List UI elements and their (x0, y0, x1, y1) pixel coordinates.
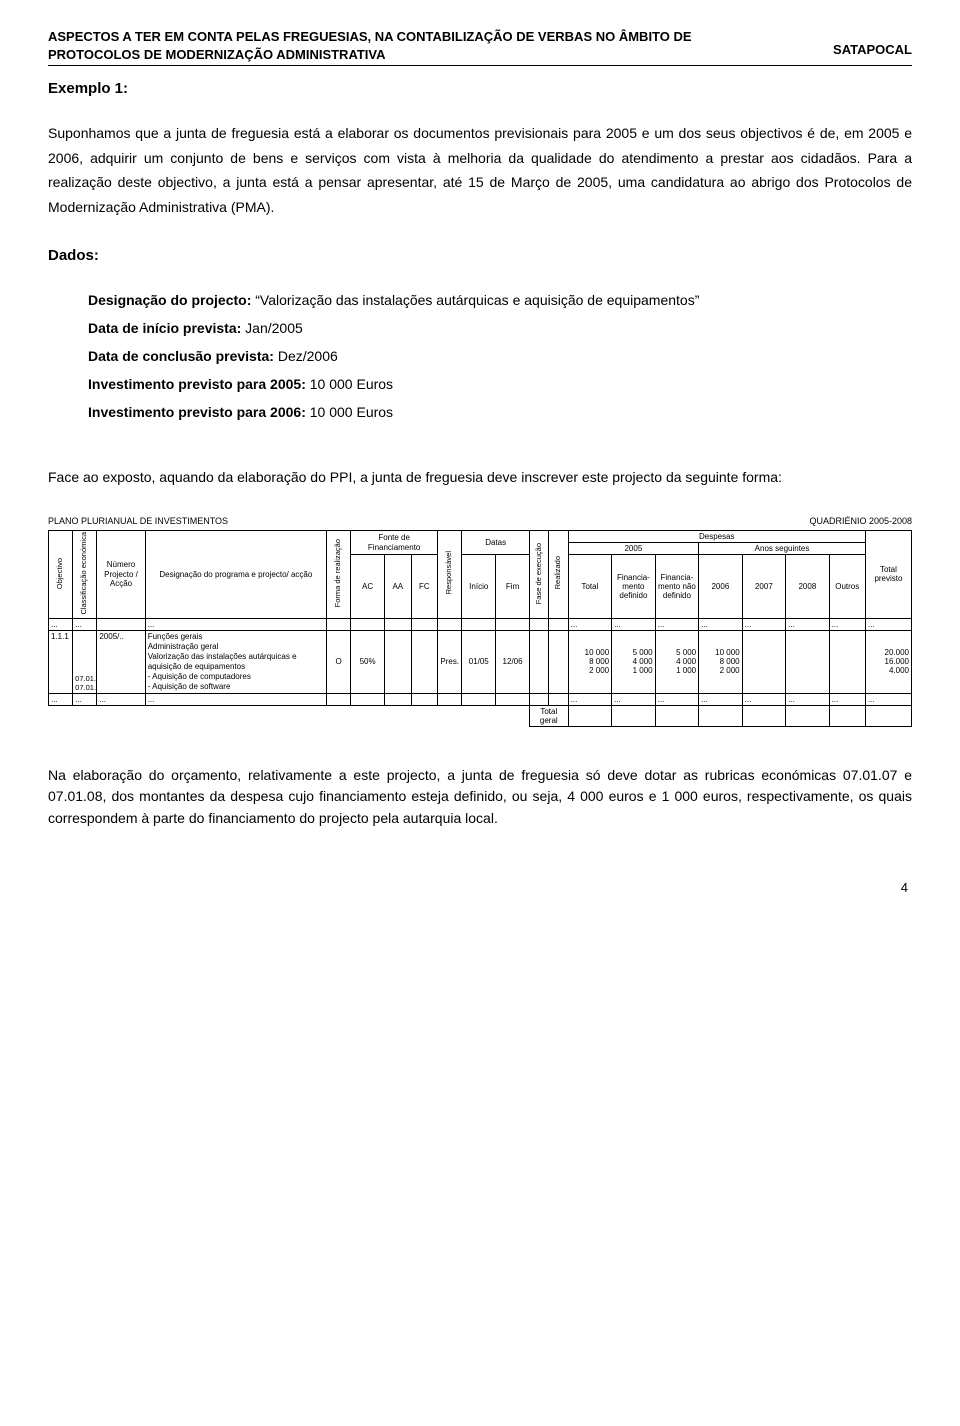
col-fonte-fin: Fonte de Financiamento (351, 530, 438, 554)
col-fim: Fim (496, 555, 530, 618)
col-outros: Outros (829, 555, 865, 618)
cell-fin-ndef: 5 000 4 000 1 000 (655, 630, 699, 693)
col-anos-seg: Anos seguintes (699, 543, 866, 555)
total-geral-label: Total geral (529, 705, 568, 726)
table-row-total-geral: Total geral (49, 705, 912, 726)
dados-line: Data de conclusão prevista: Dez/2006 (88, 342, 912, 370)
cell-resp: Pres. (438, 630, 462, 693)
page-header: ASPECTOS A TER EM CONTA PELAS FREGUESIAS… (48, 28, 912, 66)
plan-title-row: PLANO PLURIANUAL DE INVESTIMENTOS QUADRI… (48, 516, 912, 526)
col-designacao: Designação do programa e projecto/ acção (145, 530, 326, 618)
closing-paragraph: Na elaboração do orçamento, relativament… (48, 765, 912, 830)
dados-heading: Dados: (48, 247, 912, 264)
col-numero: Número Projecto / Acção (97, 530, 145, 618)
dados-line: Investimento previsto para 2005: 10 000 … (88, 370, 912, 398)
ppi-thead: Objectivo Classificação económica Número… (49, 530, 912, 618)
cell-forma: O (326, 630, 350, 693)
page-number: 4 (48, 880, 912, 895)
col-objectivo: Objectivo (49, 530, 73, 618)
col-fase-exec: Fase de execução (529, 530, 548, 618)
col-aa: AA (384, 555, 411, 618)
page: ASPECTOS A TER EM CONTA PELAS FREGUESIAS… (0, 0, 960, 935)
cell-total-prev: 20.000 16.000 4.000 (865, 630, 911, 693)
table-row: 1.1.1 07.01.07 07.01.08 2005/.. Funções … (49, 630, 912, 693)
table-header-row: Objectivo Classificação económica Número… (49, 530, 912, 542)
cell-inicio: 01/05 (462, 630, 496, 693)
table-row-dots: ... ... ... ... ... ... ... ... ... ... … (49, 693, 912, 705)
col-2006: 2006 (699, 555, 743, 618)
col-fin-def: Financia- mento definido (612, 555, 656, 618)
cell-fin-def: 5 000 4 000 1 000 (612, 630, 656, 693)
cell-2007 (742, 630, 786, 693)
col-forma-real: Forma de realização (326, 530, 350, 618)
col-responsavel: Responsável (438, 530, 462, 618)
cell-total: 10 000 8 000 2 000 (568, 630, 612, 693)
cell-objectivo: 1.1.1 (49, 630, 73, 693)
col-despesas: Despesas (568, 530, 865, 542)
dados-block: Designação do projecto: “Valorização das… (48, 286, 912, 426)
cell-numero: 2005/.. (97, 630, 145, 693)
col-2007: 2007 (742, 555, 786, 618)
cell-designacao: Funções gerais Administração geral Valor… (145, 630, 326, 693)
col-2005: 2005 (568, 543, 699, 555)
col-fc: FC (411, 555, 438, 618)
plan-title-left: PLANO PLURIANUAL DE INVESTIMENTOS (48, 516, 228, 526)
intro-paragraph: Suponhamos que a junta de freguesia está… (48, 121, 912, 219)
ppi-tbody: ... ... ... ... ... ... ... ... ... ... … (49, 618, 912, 726)
col-inicio: Início (462, 555, 496, 618)
col-fin-ndef: Financia- mento não definido (655, 555, 699, 618)
dados-line: Data de início prevista: Jan/2005 (88, 314, 912, 342)
cell-ac: 50% (351, 630, 385, 693)
col-total: Total (568, 555, 612, 618)
cell-fc (411, 630, 438, 693)
col-total-prev: Total previsto (865, 530, 911, 618)
ppi-table: Objectivo Classificação económica Número… (48, 530, 912, 727)
cell-class-econ: 07.01.07 07.01.08 (73, 630, 97, 693)
table-row-dots: ... ... ... ... ... ... ... ... ... ... … (49, 618, 912, 630)
plan-title-right: QUADRIÉNIO 2005-2008 (809, 516, 912, 526)
cell-outros (829, 630, 865, 693)
cell-realizado (549, 630, 568, 693)
col-ac: AC (351, 555, 385, 618)
dados-line: Investimento previsto para 2006: 10 000 … (88, 398, 912, 426)
exemplo-heading: Exemplo 1: (48, 80, 912, 97)
face-paragraph: Face ao exposto, aquando da elaboração d… (48, 466, 912, 490)
cell-fim: 12/06 (496, 630, 530, 693)
col-realizado: Realizado (549, 530, 568, 618)
cell-2006: 10 000 8 000 2 000 (699, 630, 743, 693)
col-2008: 2008 (786, 555, 830, 618)
col-class-econ: Classificação económica (73, 530, 97, 618)
header-title: ASPECTOS A TER EM CONTA PELAS FREGUESIAS… (48, 28, 739, 63)
cell-fase (529, 630, 548, 693)
col-datas: Datas (462, 530, 530, 554)
cell-aa (384, 630, 411, 693)
header-org: SATAPOCAL (833, 28, 912, 57)
cell-2008 (786, 630, 830, 693)
dados-line: Designação do projecto: “Valorização das… (88, 286, 912, 314)
